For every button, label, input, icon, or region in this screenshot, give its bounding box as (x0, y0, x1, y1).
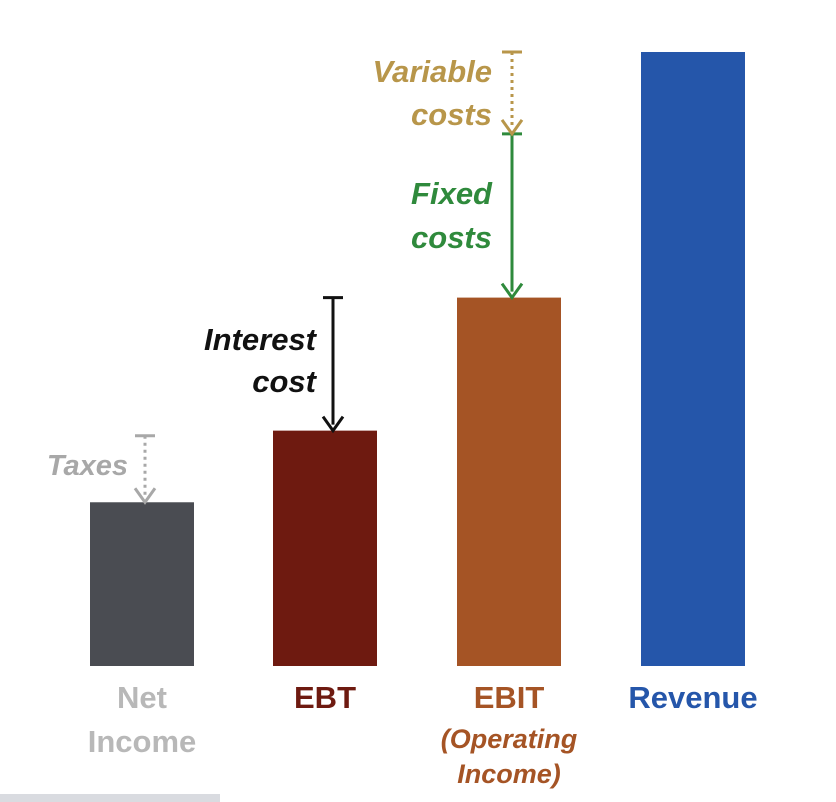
annotation-arrowhead-interest (321, 415, 345, 434)
category-label-ebt: EBT (294, 680, 356, 715)
annotation-label-fixed: Fixed (411, 176, 493, 211)
cropped-caption-strip (0, 794, 220, 802)
bar-net-income (90, 502, 194, 666)
annotation-arrowhead-taxes (133, 487, 157, 505)
category-sublabel-ebit: Income) (457, 759, 561, 789)
bar-ebit (457, 297, 561, 666)
annotation-arrowhead-variable (500, 118, 524, 137)
category-label-net-income: Income (88, 724, 197, 759)
annotation-label-interest: Interest (204, 322, 318, 357)
annotation-label-variable: Variable (373, 54, 492, 89)
annotation-label-fixed: costs (411, 220, 492, 255)
bar-revenue (641, 52, 745, 666)
annotation-label-interest: cost (252, 364, 317, 399)
annotation-arrowhead-fixed (500, 282, 524, 301)
category-label-net-income: Net (117, 680, 167, 715)
category-label-revenue: Revenue (628, 680, 757, 715)
annotation-label-variable: costs (411, 97, 492, 132)
annotation-label-taxes: Taxes (47, 450, 128, 482)
category-sublabel-ebit: (Operating (441, 724, 578, 754)
category-label-ebit: EBIT (474, 680, 545, 715)
bar-ebt (273, 430, 377, 666)
